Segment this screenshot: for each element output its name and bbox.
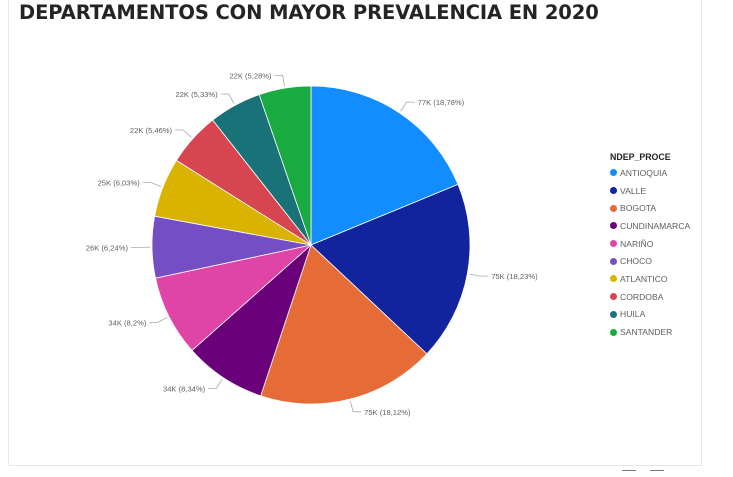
legend-label: CORDOBA <box>620 291 664 302</box>
legend-label: SANTANDER <box>620 327 673 338</box>
legend-item[interactable]: ATLANTICO <box>610 270 690 288</box>
legend-label: CHOCO <box>620 256 652 267</box>
legend-title: NDEP_PROCE <box>610 152 671 162</box>
data-label-5: 26K (6,24%) <box>86 243 129 252</box>
legend-label: CUNDINAMARCA <box>620 220 691 231</box>
data-label-9: 22K (5,28%) <box>229 71 272 80</box>
legend: NDEP_PROCE ANTIOQUIA VALLE BOGOTA CUNDINAMA… <box>610 152 690 341</box>
data-label-8: 22K (5,33%) <box>175 90 218 99</box>
legend-item[interactable]: NARIÑO <box>610 235 690 253</box>
leader-line-7 <box>175 129 192 138</box>
legend-label: ANTIOQUIA <box>620 167 668 178</box>
legend-marker <box>610 275 617 283</box>
leader-line-1 <box>469 273 489 277</box>
pie-slice-2[interactable] <box>260 244 428 405</box>
leader-line-0 <box>400 101 415 112</box>
data-label-1: 75K (18,23%) <box>491 272 538 281</box>
legend-label: NARIÑO <box>620 238 654 249</box>
legend-label: HUILA <box>620 309 646 320</box>
legend-label: BOGOTA <box>620 203 657 214</box>
chart-title: DEPARTAMENTOS CON MAYOR PREVALENCIA EN 2… <box>19 1 599 24</box>
legend-marker <box>610 328 617 336</box>
legend-label: VALLE <box>620 185 647 196</box>
data-label-7: 22K (5,46%) <box>130 126 173 135</box>
legend-item[interactable]: CHOCO <box>610 252 690 270</box>
data-label-6: 25K (6,03%) <box>98 179 141 188</box>
legend-marker <box>610 310 617 318</box>
legend-item[interactable]: VALLE <box>610 182 690 200</box>
data-label-4: 34K (8,2%) <box>108 319 146 328</box>
leader-line-6 <box>142 182 162 187</box>
pie-slice-1[interactable] <box>310 183 471 355</box>
leader-line-3 <box>208 379 223 389</box>
leader-line-2 <box>350 401 362 413</box>
leader-line-8 <box>220 93 235 104</box>
legend-marker <box>610 240 617 248</box>
legend-item[interactable]: ANTIOQUIA <box>610 164 690 182</box>
leader-line-4 <box>149 317 168 323</box>
data-label-3: 34K (8,34%) <box>163 385 206 394</box>
legend-marker <box>610 222 617 230</box>
focus-mode-icon[interactable] <box>622 470 636 477</box>
data-label-2: 75K (18,12%) <box>364 408 411 417</box>
legend-label: ATLANTICO <box>620 273 668 284</box>
pie-slice-0[interactable] <box>310 85 459 246</box>
legend-marker <box>610 187 617 195</box>
more-options-icon[interactable] <box>650 470 664 477</box>
visual-footer <box>622 470 664 477</box>
legend-item[interactable]: CUNDINAMARCA <box>610 217 690 235</box>
legend-item[interactable]: SANTANDER <box>610 323 690 341</box>
legend-marker <box>610 293 617 301</box>
legend-marker <box>610 257 617 265</box>
legend-item[interactable]: BOGOTA <box>610 199 690 217</box>
legend-marker <box>610 169 617 177</box>
leader-line-9 <box>274 75 285 87</box>
pie-slice-9[interactable] <box>258 85 312 246</box>
legend-item[interactable]: HUILA <box>610 306 690 324</box>
data-label-0: 77K (18,78%) <box>418 98 465 107</box>
legend-item[interactable]: CORDOBA <box>610 288 690 306</box>
legend-marker <box>610 204 617 212</box>
